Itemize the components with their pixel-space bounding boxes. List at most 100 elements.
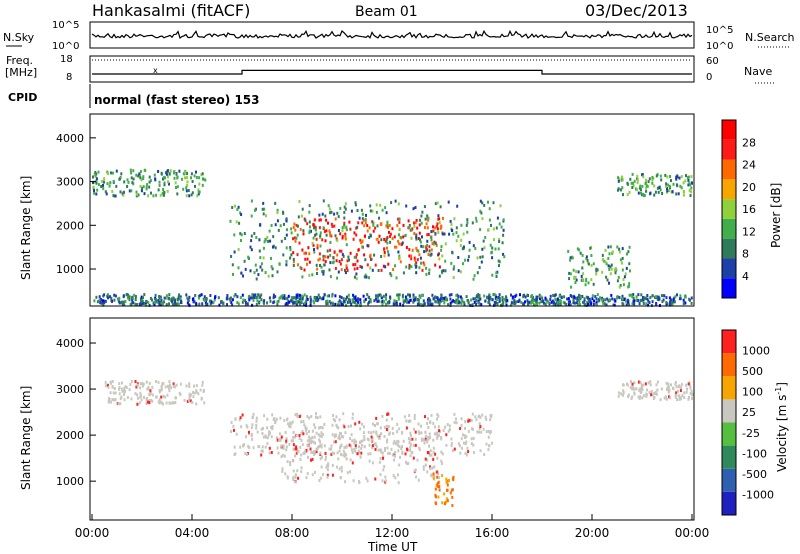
heatmap-cell <box>397 443 399 447</box>
heatmap-cell <box>435 243 438 247</box>
heatmap-cell <box>164 395 166 399</box>
heatmap-cell <box>431 293 434 297</box>
heatmap-cell <box>337 229 340 232</box>
heatmap-cell <box>384 239 387 243</box>
heatmap-cell <box>459 270 462 274</box>
heatmap-cell <box>418 294 421 298</box>
heatmap-cell <box>422 261 425 265</box>
heatmap-cell <box>639 184 642 188</box>
heatmap-cell <box>319 236 322 239</box>
heatmap-cell <box>200 293 203 297</box>
heatmap-cell <box>95 172 98 176</box>
heatmap-cell <box>264 271 267 274</box>
heatmap-cell <box>463 301 466 305</box>
heatmap-cell <box>313 435 316 439</box>
heatmap-cell <box>426 233 429 237</box>
heatmap-cell <box>350 302 353 306</box>
heatmap-cell <box>443 301 446 305</box>
heatmap-cell <box>460 302 463 305</box>
heatmap-cell <box>111 189 114 193</box>
heatmap-cell <box>429 420 432 424</box>
heatmap-cell <box>446 423 449 427</box>
heatmap-cell <box>368 443 371 447</box>
heatmap-cell <box>422 465 425 469</box>
heatmap-cell <box>156 299 159 303</box>
heatmap-cell <box>615 267 617 271</box>
heatmap-cell <box>355 233 358 237</box>
heatmap-cell <box>461 433 464 437</box>
heatmap-cell <box>378 460 381 464</box>
heatmap-cell <box>310 458 312 462</box>
heatmap-cell <box>155 380 157 383</box>
heatmap-cell <box>383 435 386 438</box>
y-tick-label: 3000 <box>56 176 84 189</box>
heatmap-cell <box>414 443 417 447</box>
heatmap-cell <box>302 232 305 236</box>
heatmap-cell <box>317 258 320 262</box>
heatmap-cell <box>342 412 345 416</box>
heatmap-cell <box>622 389 625 393</box>
heatmap-cell <box>136 402 139 406</box>
heatmap-cell <box>651 181 654 185</box>
heatmap-cell <box>313 423 316 427</box>
heatmap-cell <box>462 245 465 249</box>
heatmap-cell <box>606 278 609 282</box>
heatmap-cell <box>289 463 292 467</box>
heatmap-cell <box>583 297 586 301</box>
heatmap-cell <box>107 296 109 300</box>
heatmap-cell <box>306 262 308 266</box>
heatmap-cell <box>433 475 436 479</box>
heatmap-cell <box>632 184 635 188</box>
heatmap-cell <box>161 302 164 306</box>
heatmap-cell <box>176 185 179 189</box>
heatmap-cell <box>487 435 490 439</box>
heatmap-cell <box>251 433 253 437</box>
heatmap-cell <box>157 188 160 192</box>
heatmap-cell <box>179 393 182 397</box>
heatmap-cell <box>176 298 179 302</box>
heatmap-cell <box>350 433 353 437</box>
heatmap-cell <box>297 295 300 299</box>
heatmap-cell <box>487 228 490 232</box>
heatmap-cell <box>595 272 598 276</box>
heatmap-cell <box>522 302 525 306</box>
heatmap-cell <box>251 296 254 300</box>
heatmap-cell <box>276 219 279 223</box>
heatmap-cell <box>665 397 668 401</box>
heatmap-cell <box>123 387 126 391</box>
heatmap-cell <box>470 418 473 422</box>
heatmap-cell <box>437 231 440 234</box>
heatmap-cell <box>264 237 267 241</box>
heatmap-cell <box>415 475 418 479</box>
heatmap-cell <box>529 301 532 305</box>
heatmap-cell <box>344 207 347 211</box>
heatmap-cell <box>143 301 146 305</box>
heatmap-cell <box>301 275 304 279</box>
heatmap-cell <box>462 441 465 445</box>
heatmap-cell <box>332 440 335 444</box>
heatmap-cell <box>327 255 330 259</box>
heatmap-cell <box>266 426 269 430</box>
heatmap-cell <box>407 419 410 423</box>
heatmap-cell <box>188 395 191 399</box>
heatmap-cell <box>193 174 196 178</box>
heatmap-cell <box>451 449 454 453</box>
heatmap-cell <box>590 254 593 257</box>
heatmap-cell <box>599 296 601 300</box>
noise-right-tick-top: 10^5 <box>706 25 733 36</box>
heatmap-cell <box>441 269 444 273</box>
heatmap-cell <box>346 471 349 475</box>
heatmap-cell <box>436 417 438 421</box>
heatmap-cell <box>359 455 362 459</box>
heatmap-cell <box>622 283 625 287</box>
heatmap-cell <box>340 453 342 457</box>
heatmap-cell <box>319 264 321 267</box>
heatmap-cell <box>664 173 667 177</box>
heatmap-cell <box>236 208 239 211</box>
heatmap-cell <box>111 380 114 383</box>
heatmap-cell <box>406 300 409 304</box>
heatmap-cell <box>385 224 388 228</box>
heatmap-cell <box>339 232 342 236</box>
heatmap-cell <box>394 245 396 249</box>
heatmap-cell <box>132 169 135 173</box>
